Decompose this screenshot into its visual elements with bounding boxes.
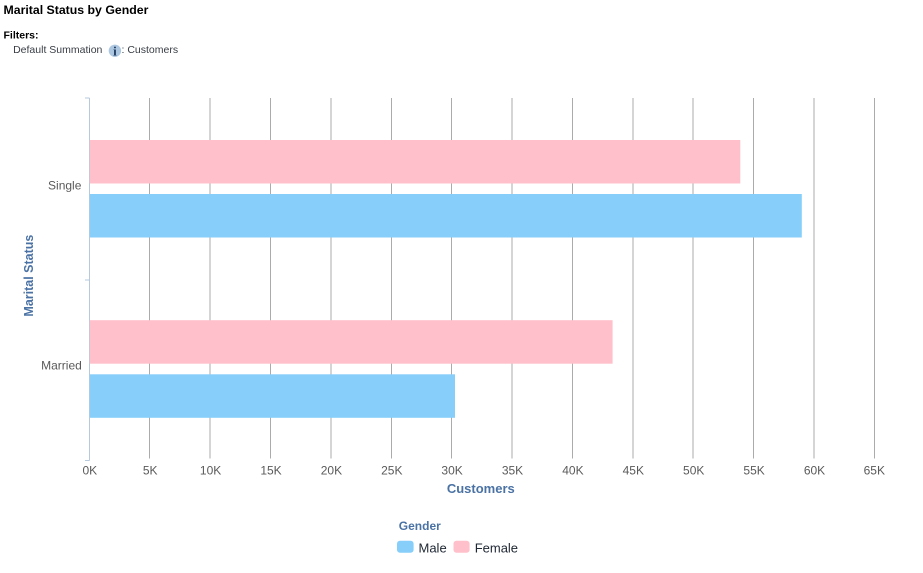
svg-text:10K: 10K (200, 464, 221, 478)
svg-text:0K: 0K (82, 464, 97, 478)
svg-text:Single: Single (48, 178, 82, 192)
svg-text:Married: Married (41, 358, 82, 372)
svg-text:5K: 5K (143, 464, 158, 478)
svg-text:Filters:: Filters: (4, 30, 39, 42)
svg-text:Marital Status by Gender: Marital Status by Gender (4, 3, 149, 17)
svg-text:60K: 60K (804, 464, 825, 478)
svg-text:65K: 65K (864, 464, 885, 478)
svg-text:Female: Female (475, 541, 518, 556)
svg-text:i: i (113, 43, 117, 58)
svg-text:Default Summation: Default Summation (13, 44, 102, 56)
svg-text:40K: 40K (562, 464, 583, 478)
svg-text:Customers: Customers (447, 481, 515, 496)
svg-text:35K: 35K (502, 464, 523, 478)
svg-text:30K: 30K (441, 464, 462, 478)
svg-text:20K: 20K (321, 464, 342, 478)
svg-text:: Customers: : Customers (122, 44, 179, 56)
svg-text:50K: 50K (683, 464, 704, 478)
svg-text:15K: 15K (260, 464, 281, 478)
svg-text:Marital Status: Marital Status (22, 235, 36, 317)
svg-text:55K: 55K (743, 464, 764, 478)
svg-text:Gender: Gender (399, 519, 441, 533)
svg-text:45K: 45K (623, 464, 644, 478)
svg-text:25K: 25K (381, 464, 402, 478)
svg-text:Male: Male (419, 541, 447, 556)
